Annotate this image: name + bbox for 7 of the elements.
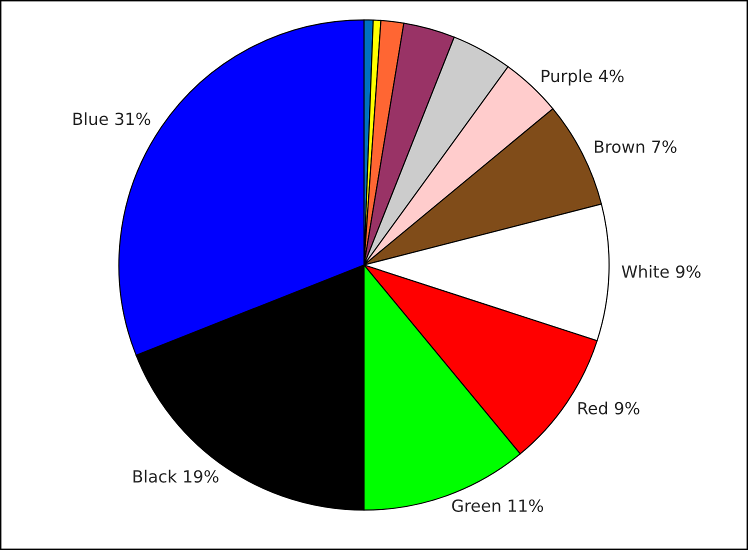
slice-label: Red 9% bbox=[578, 402, 640, 414]
slice-label: White 9% bbox=[622, 265, 701, 278]
slice-label: Black 19% bbox=[134, 470, 218, 483]
slice-label: Green 11% bbox=[452, 499, 544, 512]
slice-label: Blue 31% bbox=[74, 112, 150, 126]
slice-label: Purple 4% bbox=[542, 69, 624, 86]
slice-label: Brown 7% bbox=[594, 140, 676, 153]
